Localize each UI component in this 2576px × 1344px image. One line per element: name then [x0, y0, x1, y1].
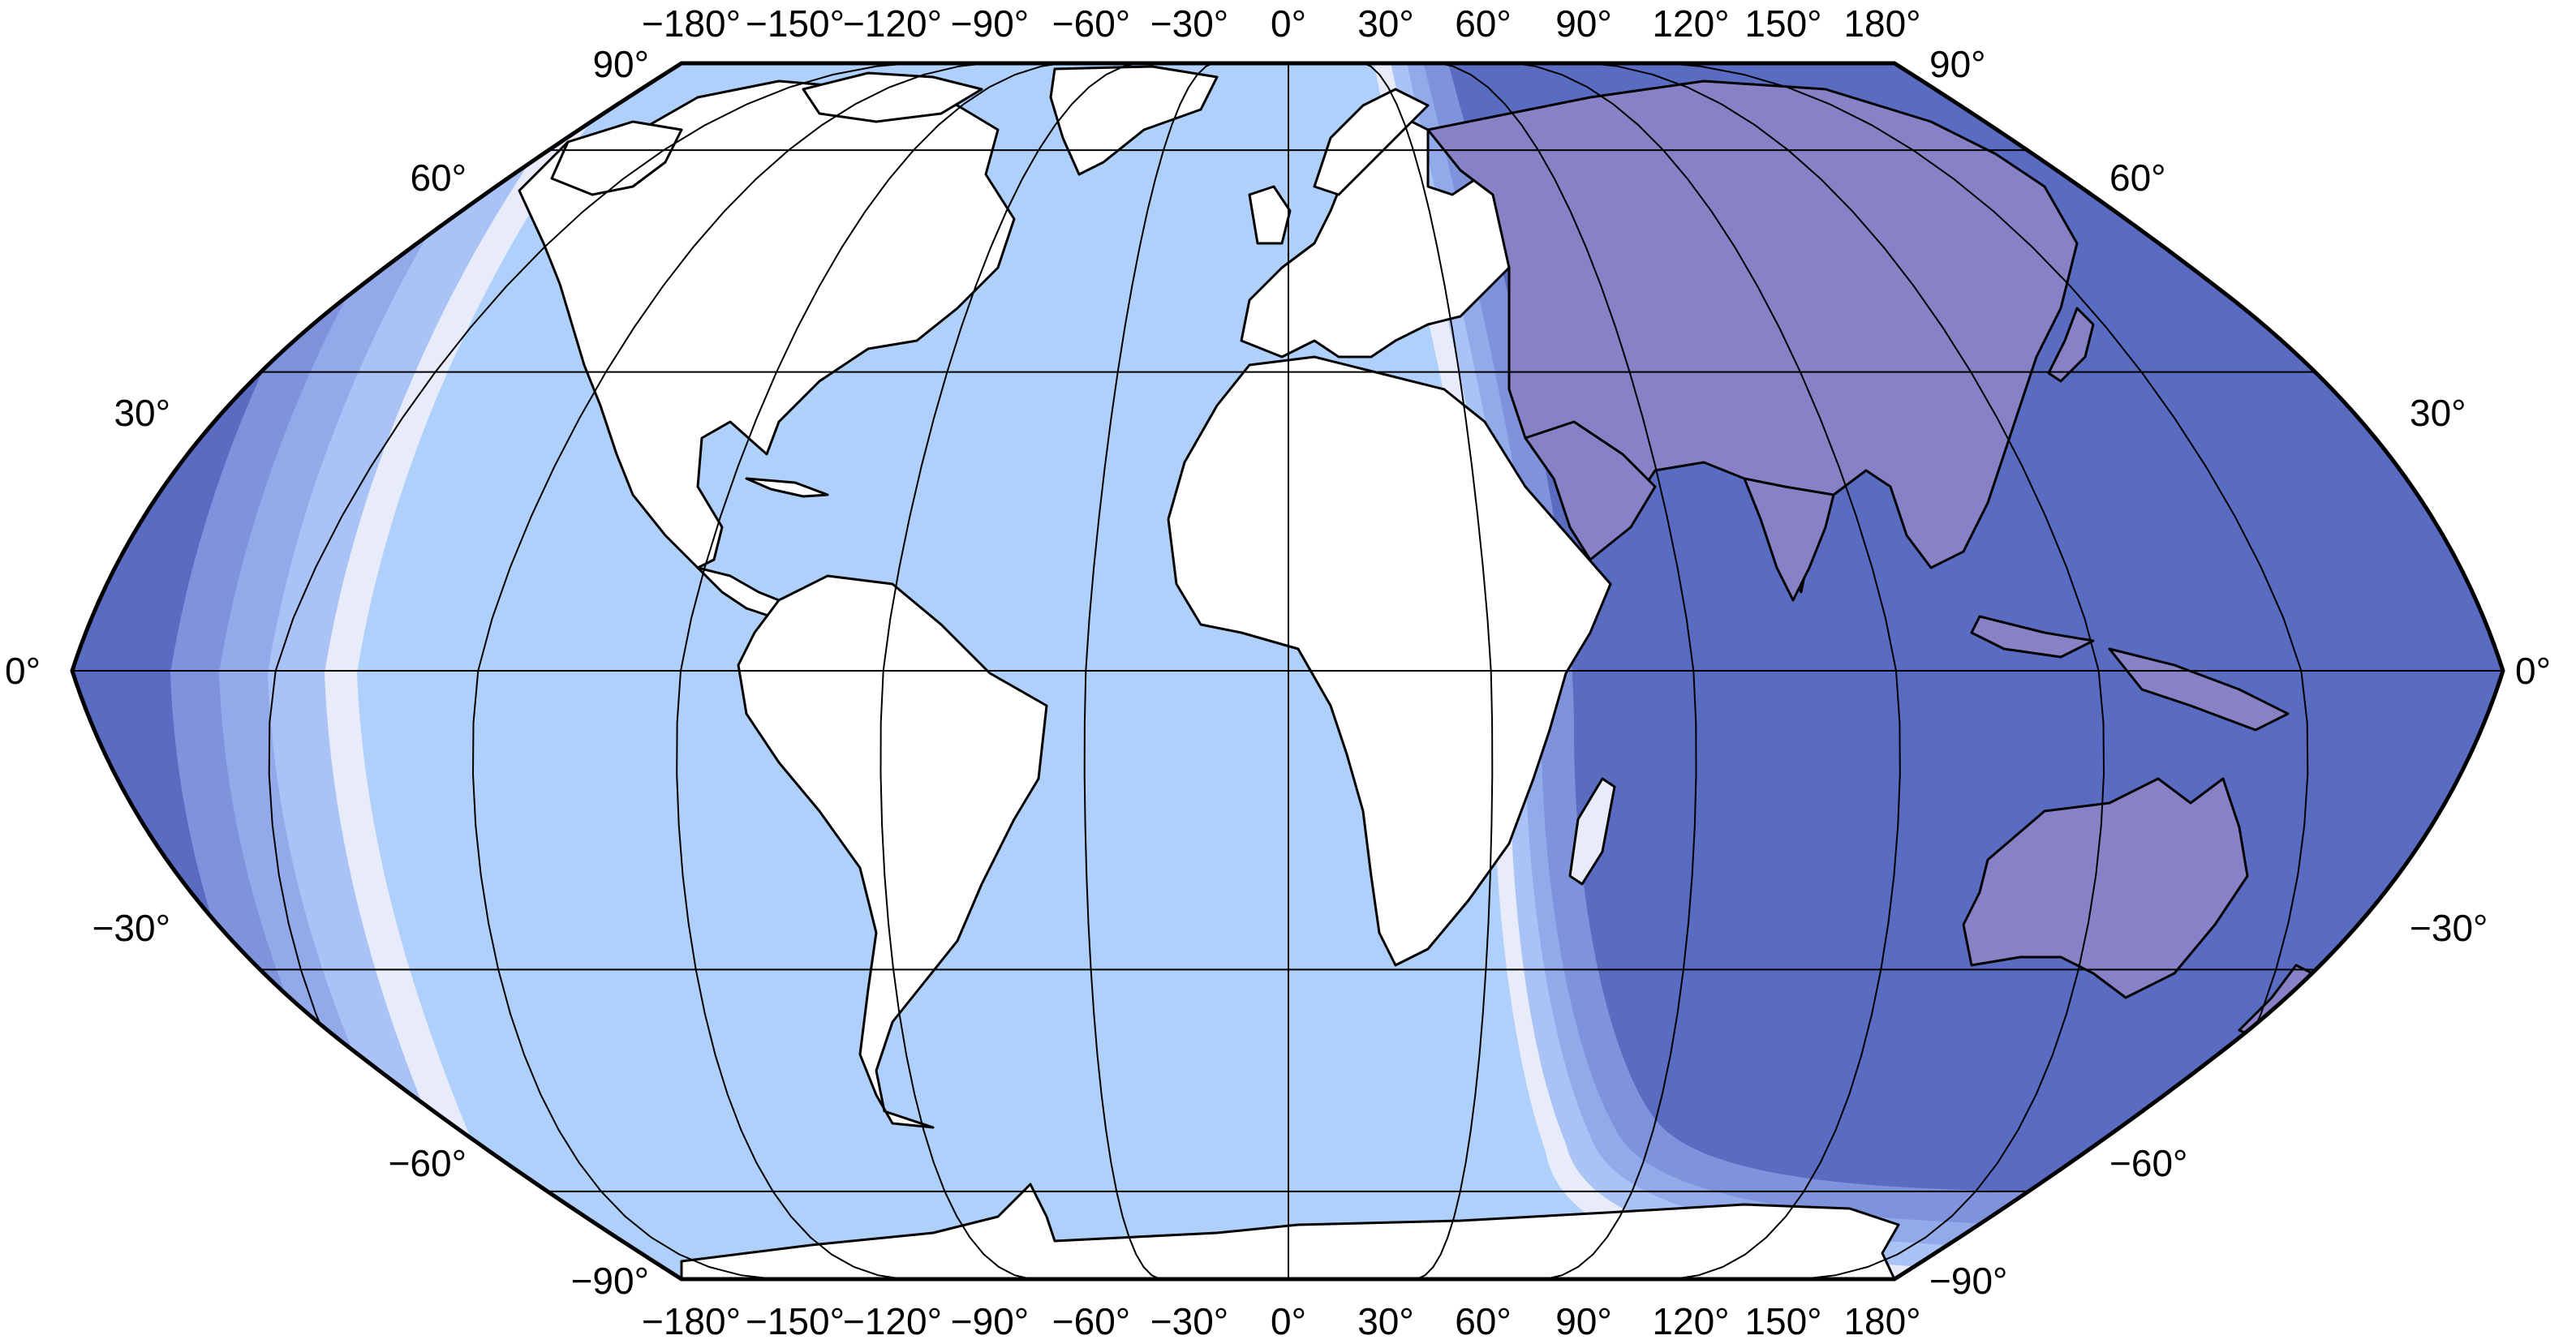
meridian-line: [1509, 63, 1901, 1279]
left-lat-label-m90: −90°: [571, 1260, 649, 1302]
bottom-lon-label-m120: −120°: [843, 1300, 942, 1342]
bottom-lon-label-0: 0°: [1271, 1300, 1306, 1342]
meridian-line: [1083, 63, 1215, 1279]
bottom-longitude-labels: −180° −150° −120° −90° −60° −30° 0° 30° …: [642, 1300, 1921, 1342]
bottom-lon-label-30: 30°: [1357, 1300, 1414, 1342]
bottom-lon-label-m90: −90°: [951, 1300, 1029, 1342]
right-latitude-labels: 90° 60° 30° 0° −30° −60° −90°: [1929, 43, 2551, 1302]
right-lat-label-30: 30°: [2410, 392, 2466, 434]
top-lon-label-m120: −120°: [843, 2, 942, 45]
scandinavia: [1313, 88, 1430, 196]
arabia: [1524, 420, 1657, 561]
meridian-line: [1435, 63, 1697, 1279]
top-longitude-labels: −180° −150° −120° −90° −60° −30° 0° 30° …: [642, 2, 1921, 45]
top-lon-label-60: 60°: [1455, 2, 1512, 45]
bottom-lon-label-180: 180°: [1843, 1300, 1920, 1342]
top-lon-label-m90: −90°: [951, 2, 1029, 45]
right-lat-label-m30: −30°: [2410, 907, 2488, 949]
top-lon-label-90: 90°: [1555, 2, 1612, 45]
greenland: [1049, 65, 1219, 176]
top-lon-label-0: 0°: [1271, 2, 1306, 45]
india: [1743, 477, 1835, 602]
top-lon-label-30: 30°: [1357, 2, 1414, 45]
japan: [2047, 307, 2095, 383]
bottom-lon-label-150: 150°: [1744, 1300, 1821, 1342]
left-lat-label-m60: −60°: [389, 1142, 467, 1184]
right-lat-label-0: 0°: [2515, 650, 2551, 692]
south-america: [737, 574, 1048, 1129]
left-lat-label-0: 0°: [5, 650, 41, 692]
indonesia: [1970, 615, 2290, 732]
top-lon-label-m150: −150°: [746, 2, 845, 45]
meridian-line: [1582, 63, 2105, 1279]
meridian-line: [471, 63, 995, 1279]
left-lat-label-90: 90°: [592, 43, 649, 85]
meridian-line: [879, 63, 1142, 1279]
madagascar: [1568, 777, 1616, 886]
british-isles: [1248, 185, 1292, 245]
left-lat-label-60: 60°: [410, 157, 467, 199]
left-latitude-labels: 90° 60° 30° 0° −30° −60° −90°: [5, 43, 649, 1302]
bottom-lon-label-m180: −180°: [642, 1300, 741, 1342]
landmasses: [518, 65, 2314, 1279]
bottom-lon-label-m30: −30°: [1150, 1300, 1228, 1342]
left-lat-label-30: 30°: [114, 392, 170, 434]
bottom-lon-label-m60: −60°: [1052, 1300, 1130, 1342]
bottom-lon-label-90: 90°: [1555, 1300, 1612, 1342]
right-lat-label-m90: −90°: [1929, 1260, 2007, 1302]
top-lon-label-m60: −60°: [1052, 2, 1130, 45]
alaska: [550, 120, 683, 196]
africa: [1167, 355, 1612, 967]
bottom-lon-label-120: 120°: [1652, 1300, 1729, 1342]
right-lat-label-m60: −60°: [2109, 1142, 2187, 1184]
top-lon-label-m180: −180°: [642, 2, 741, 45]
top-lon-label-150: 150°: [1744, 2, 1821, 45]
top-lon-label-180: 180°: [1843, 2, 1920, 45]
australia: [1962, 777, 2249, 999]
top-lon-label-120: 120°: [1652, 2, 1729, 45]
left-lat-label-m30: −30°: [92, 907, 170, 949]
bottom-lon-label-m150: −150°: [746, 1300, 845, 1342]
graticule: [73, 63, 2503, 1279]
right-lat-label-60: 60°: [2109, 157, 2166, 199]
top-lon-label-m30: −30°: [1150, 2, 1228, 45]
right-lat-label-90: 90°: [1929, 43, 1986, 85]
map-frame: [70, 61, 2505, 1282]
bottom-lon-label-60: 60°: [1455, 1300, 1512, 1342]
caribbean: [745, 477, 829, 498]
meridian-line: [1361, 63, 1494, 1279]
meridian-line: [676, 63, 1068, 1279]
